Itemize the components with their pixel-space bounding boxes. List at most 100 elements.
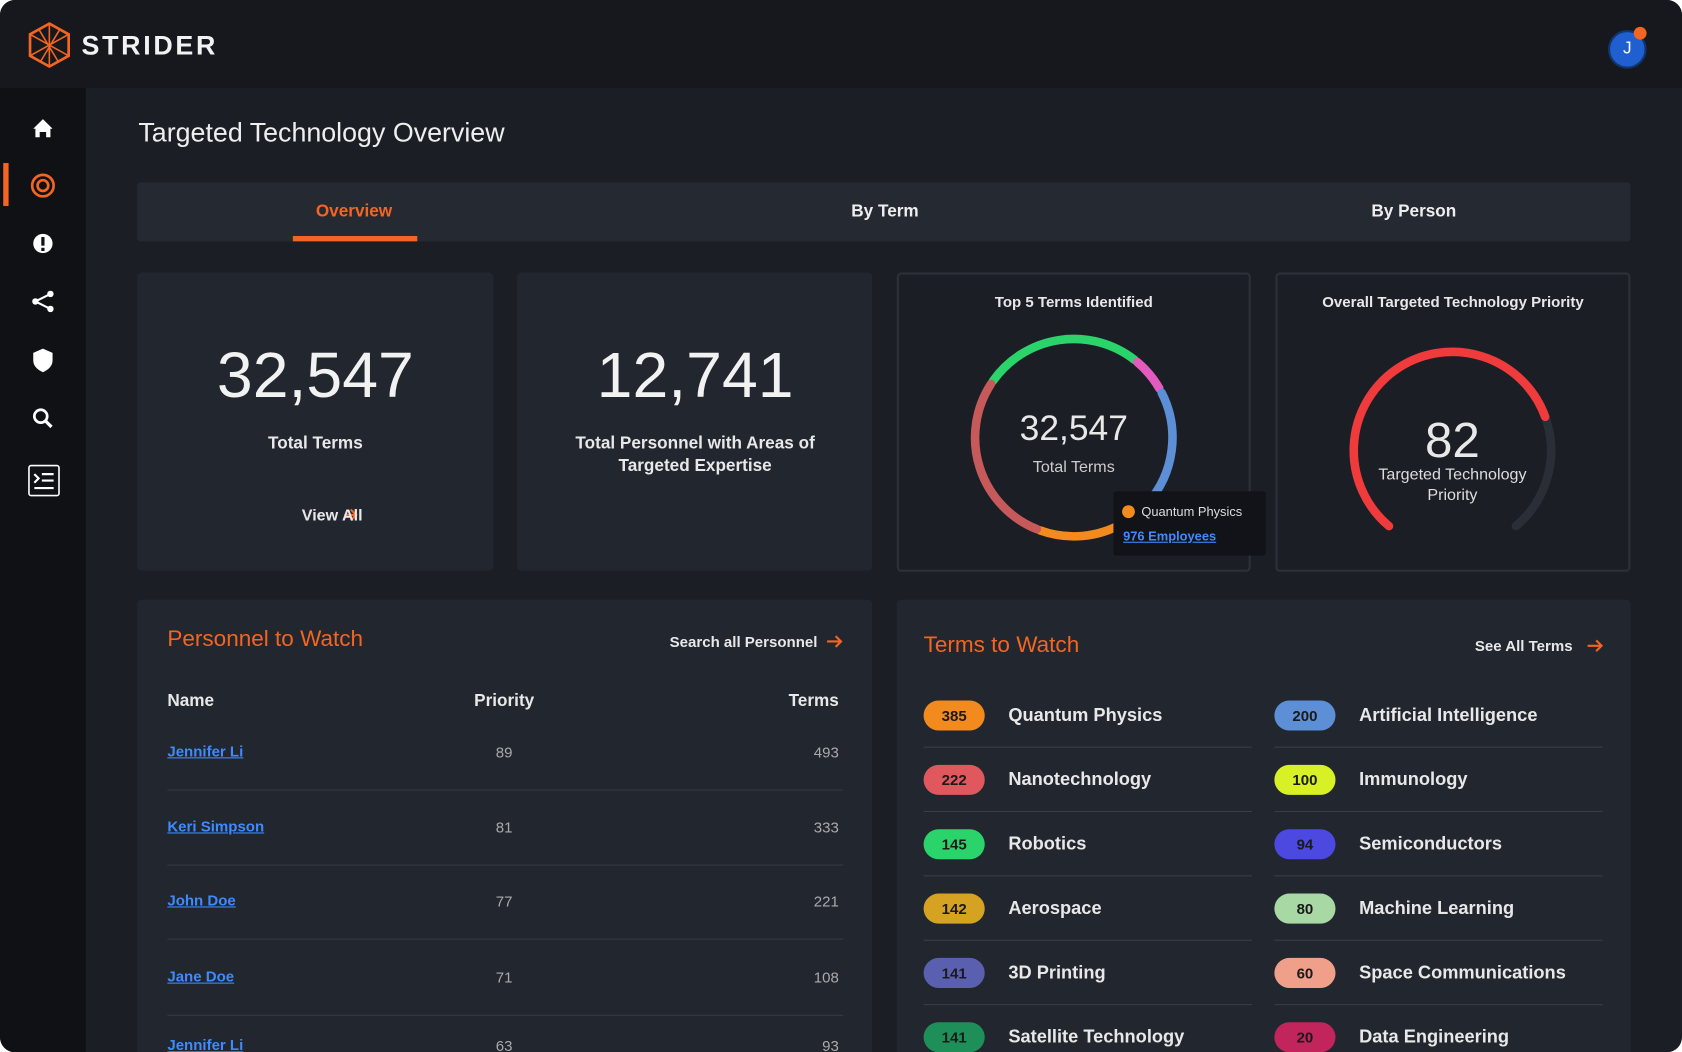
tab[interactable]: By Term	[851, 202, 919, 221]
brand: STRIDER	[81, 31, 219, 62]
arc	[1035, 518, 1128, 541]
term-count: 100	[1274, 764, 1336, 795]
term-name[interactable]: Data Engineering	[1359, 1026, 1510, 1047]
page-title: Targeted Technology Overview	[138, 117, 505, 149]
stat-label: Total Personnel with Areas of Targeted E…	[575, 434, 815, 476]
term-name[interactable]: Immunology	[1359, 769, 1468, 790]
person-cell: 63	[495, 1037, 513, 1052]
arc	[1132, 357, 1164, 393]
row-divider	[167, 789, 844, 791]
term-divider	[923, 1004, 1252, 1006]
term-divider	[1274, 1004, 1603, 1006]
term-divider	[1274, 939, 1603, 941]
term-divider	[923, 939, 1252, 941]
stat-card	[137, 272, 494, 571]
term-count: 142	[923, 893, 985, 924]
terms-card	[896, 599, 1631, 1052]
term-count: 60	[1274, 957, 1336, 988]
person-cell: 493	[813, 743, 839, 761]
term-name[interactable]: 3D Printing	[1008, 962, 1106, 983]
term-name[interactable]: Machine Learning	[1359, 897, 1515, 919]
person-cell: 77	[495, 892, 513, 910]
term-count: 385	[923, 700, 985, 731]
column-header: Terms	[788, 691, 839, 711]
personnel-card	[137, 599, 873, 1052]
tab-underline	[292, 235, 418, 242]
person-name[interactable]: Keri Simpson	[167, 817, 265, 835]
tab-bar	[137, 182, 1631, 242]
term-divider	[1274, 746, 1603, 748]
term-name[interactable]: Nanotechnology	[1008, 769, 1152, 790]
gauge-title: Overall Targeted Technology Priority	[1322, 292, 1584, 311]
column-header: Name	[167, 691, 215, 711]
arc	[988, 334, 1139, 386]
term-name[interactable]: Robotics	[1008, 833, 1087, 854]
stat-label: Total Terms	[268, 434, 363, 453]
person-name[interactable]: Jane Doe	[167, 967, 235, 985]
stat-link[interactable]: View All	[301, 506, 363, 525]
row-divider	[167, 938, 844, 940]
header: STRIDER J	[0, 0, 1682, 88]
term-count: 222	[923, 764, 985, 795]
term-name[interactable]: Satellite Technology	[1008, 1026, 1185, 1047]
term-divider	[1274, 875, 1603, 877]
terms-link[interactable]: See All Terms	[1474, 637, 1573, 655]
term-count: 80	[1274, 893, 1336, 924]
term-count: 20	[1274, 1022, 1336, 1052]
gauge-value: 82	[1424, 411, 1480, 468]
gauge-label: Targeted Technology Priority	[1378, 465, 1527, 505]
term-count: 141	[923, 957, 985, 988]
personnel-link[interactable]: Search all Personnel	[669, 632, 818, 651]
stat-value: 12,741	[596, 338, 794, 411]
row-divider	[167, 1014, 844, 1016]
term-divider	[923, 875, 1252, 877]
arc	[1349, 347, 1550, 531]
term-count: 94	[1274, 829, 1336, 860]
tooltip-swatch	[1122, 505, 1135, 519]
term-divider	[1274, 810, 1603, 813]
donut-total: 32,547	[1019, 407, 1128, 448]
term-divider	[923, 810, 1252, 813]
terms-title: Terms to Watch	[923, 632, 1080, 658]
row-divider	[167, 864, 844, 866]
tooltip-term: Quantum Physics	[1141, 504, 1243, 520]
arc	[970, 379, 1042, 534]
stat-value: 32,547	[216, 338, 414, 411]
nav-icons[interactable]	[0, 88, 86, 539]
tab[interactable]: Overview	[315, 202, 393, 221]
person-cell: 71	[495, 968, 513, 986]
person-cell: 93	[822, 1037, 839, 1052]
term-name[interactable]: Quantum Physics	[1008, 704, 1163, 726]
tab[interactable]: By Person	[1371, 202, 1457, 221]
term-name[interactable]: Artificial Intelligence	[1359, 704, 1538, 726]
term-count: 145	[923, 829, 985, 860]
term-divider	[923, 746, 1252, 748]
gauge-card	[1275, 272, 1631, 572]
term-name[interactable]: Space Communications	[1359, 962, 1566, 983]
person-name[interactable]: John Doe	[167, 891, 236, 909]
tooltip-link[interactable]: 976 Employees	[1123, 528, 1217, 544]
arc	[1511, 415, 1556, 531]
logo	[28, 22, 70, 69]
stat-card	[517, 272, 873, 571]
donut-total-label: Total Terms	[1032, 458, 1115, 477]
term-name[interactable]: Semiconductors	[1359, 833, 1502, 854]
person-name[interactable]: Jennifer Li	[167, 742, 244, 760]
person-cell: 89	[495, 743, 513, 761]
tooltip	[1113, 491, 1266, 556]
person-cell: 81	[495, 818, 513, 836]
column-header: Priority	[474, 691, 535, 711]
person-cell: 108	[813, 968, 839, 986]
term-count: 200	[1274, 700, 1336, 731]
person-cell: 221	[813, 892, 839, 910]
term-name[interactable]: Aerospace	[1008, 897, 1102, 919]
notification-dot	[1633, 26, 1647, 40]
donut-title: Top 5 Terms Identified	[994, 292, 1153, 311]
sidebar	[0, 87, 86, 1052]
active-indicator	[3, 163, 9, 206]
personnel-title: Personnel to Watch	[167, 626, 364, 652]
person-name[interactable]: Jennifer Li	[167, 1036, 244, 1052]
